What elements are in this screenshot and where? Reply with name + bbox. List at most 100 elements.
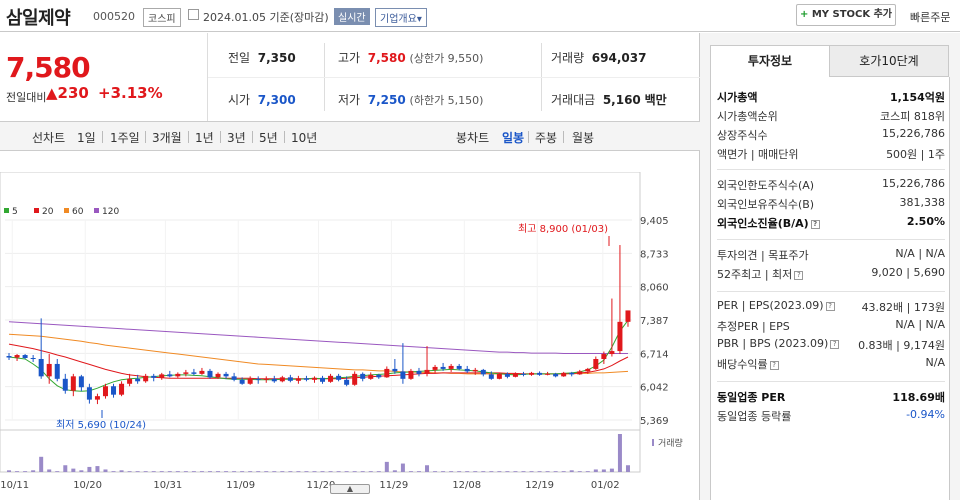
volume-bar: [175, 471, 180, 472]
volume-bar: [15, 471, 20, 472]
quick-order-link[interactable]: 빠른주문: [910, 11, 951, 24]
company-overview-dropdown[interactable]: 기업개요▾: [375, 8, 427, 27]
candle-body: [440, 366, 446, 369]
x-tick-label: 10/11: [0, 480, 29, 491]
volume-bar: [352, 471, 357, 472]
info-row: 투자의견 | 목표주가 N/A | N/A: [717, 247, 945, 265]
x-tick-label: 01/02: [591, 480, 620, 491]
info-value: 0.83배 | 9,174원: [858, 339, 945, 352]
tab-10year[interactable]: 10년: [291, 131, 318, 145]
tab-order-book[interactable]: 호가10단계: [829, 45, 949, 77]
candle-body: [135, 378, 141, 382]
y-tick-label: 6,714: [640, 349, 669, 360]
candle-body: [279, 377, 285, 382]
volume-bar: [617, 434, 622, 472]
candle-body: [295, 378, 301, 381]
x-tick-label: 11/09: [226, 480, 255, 491]
info-value: 43.82배 | 173원: [861, 301, 945, 314]
help-icon[interactable]: ?: [810, 219, 820, 229]
volume-bar: [280, 471, 285, 472]
divider: [102, 131, 103, 143]
volume-bar: [416, 471, 421, 472]
tab-1week[interactable]: 1주일: [110, 131, 140, 145]
tab-3year[interactable]: 3년: [227, 131, 246, 145]
candle-body: [537, 372, 543, 375]
ma120-line: [8, 321, 628, 354]
candle-body: [432, 366, 438, 370]
x-tick-label: 12/08: [452, 480, 481, 491]
candle-body: [263, 378, 269, 380]
legend-swatch: [94, 208, 99, 213]
volume-bar: [167, 471, 172, 472]
info-row: 외국인한도주식수(A) 15,226,786: [717, 177, 945, 195]
x-tick-label: 12/19: [525, 480, 554, 491]
change-label: 전일대비: [6, 91, 47, 104]
candle-body: [504, 373, 510, 377]
candlestick-chart[interactable]: 5 20 60 120 9,405 8,733 8,060 7,387 6,714 6,042 5,…: [0, 172, 700, 492]
info-value: 2.50%: [906, 215, 945, 228]
invest-info-list: 시가총액 1,154억원 시가총액순위 코스피 818위 상장주식수 15,226,786…: [710, 77, 950, 500]
tab-1day[interactable]: 1일: [77, 131, 96, 145]
volume-bar: [183, 471, 188, 472]
candle-body: [111, 386, 117, 395]
x-tick-label: 11/29: [379, 480, 408, 491]
tab-candle-chart[interactable]: 봉차트: [456, 131, 490, 145]
candle-body: [577, 371, 583, 375]
volume-bar: [151, 471, 156, 472]
info-row: 동일업종 PER 118.69배: [717, 389, 945, 407]
tab-3month[interactable]: 3개월: [152, 131, 182, 145]
volume-bar: [55, 471, 60, 472]
tab-daily[interactable]: 일봉: [502, 131, 525, 145]
low-label: 저가: [338, 93, 361, 107]
chart-resize-handle[interactable]: ▲: [330, 484, 370, 494]
volume-bar: [408, 471, 413, 472]
candle-body: [609, 351, 615, 355]
help-icon[interactable]: ?: [830, 339, 840, 349]
info-label: 시가총액순위: [717, 110, 778, 123]
chart-frame: [0, 172, 641, 473]
candle-body: [119, 383, 125, 395]
tab-line-chart[interactable]: 선차트: [32, 131, 66, 145]
volume-bar: [87, 466, 92, 472]
candle-body: [352, 373, 358, 385]
high-value: 7,580: [367, 51, 406, 65]
candle-body: [496, 373, 502, 379]
tab-5year[interactable]: 5년: [259, 131, 278, 145]
help-icon[interactable]: ?: [794, 270, 804, 280]
tab-1year[interactable]: 1년: [195, 131, 214, 145]
y-tick-label: 8,733: [640, 249, 669, 260]
divider: [717, 169, 945, 170]
info-row: PER | EPS(2023.09)? 43.82배 | 173원: [717, 299, 945, 317]
info-row: 액면가 | 매매단위 500원 | 1주: [717, 146, 945, 164]
volume-bar: [199, 471, 204, 472]
info-label: 52주최고 | 최저?: [717, 266, 804, 282]
chart-period-tabs: 선차트 1일 1주일 3개월 1년 3년 5년 10년 봉차트 일봉 주봉 월봉: [0, 121, 700, 151]
candle-body: [303, 378, 309, 380]
info-label: 외국인보유주식수(B): [717, 198, 815, 211]
info-value: 9,020 | 5,690: [871, 266, 945, 279]
volume-bar: [473, 471, 478, 472]
legend-swatch: [4, 208, 9, 213]
help-icon[interactable]: ?: [825, 301, 835, 311]
info-label: 상장주식수: [717, 129, 768, 142]
help-icon[interactable]: ?: [769, 360, 779, 370]
tab-invest-info[interactable]: 투자정보: [710, 45, 830, 77]
candle-body: [94, 396, 100, 400]
volume-bar: [449, 471, 454, 472]
volume-bar: [47, 469, 52, 472]
invest-info-panel: 투자정보 호가10단계 시가총액 1,154억원 시가총액순위 코스피 818위 상장주…: [700, 33, 960, 500]
candle-body: [553, 373, 559, 377]
candle-body: [38, 358, 44, 377]
candle-body: [46, 363, 52, 377]
info-value: 1,154억원: [889, 91, 945, 104]
candle-body: [102, 386, 108, 397]
calendar-icon[interactable]: [188, 9, 199, 20]
candle-body: [408, 370, 414, 379]
info-label: 추정PER | EPS: [717, 320, 790, 333]
y-tick-label: 5,369: [640, 416, 669, 427]
tab-monthly[interactable]: 월봉: [572, 131, 595, 145]
tab-weekly[interactable]: 주봉: [535, 131, 558, 145]
realtime-button[interactable]: 실시간: [334, 8, 370, 25]
candle-body: [54, 363, 60, 379]
my-stock-add-button[interactable]: + MY STOCK 추가: [796, 4, 896, 26]
